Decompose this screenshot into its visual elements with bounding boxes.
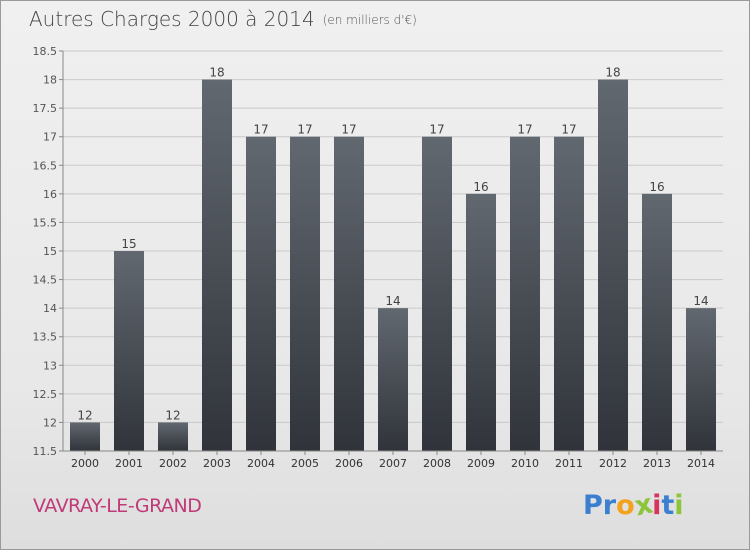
x-tick-label: 2009 — [467, 457, 495, 470]
x-tick-label: 2010 — [511, 457, 539, 470]
logo-letter: t — [661, 490, 675, 521]
data-label: 16 — [473, 180, 488, 194]
label-layer: 12 15 12 18 17 17 17 14 17 16 17 17 18 16 14 — [77, 66, 708, 423]
x-tick-label: 2002 — [159, 457, 187, 470]
y-tick-label: 18 — [43, 74, 57, 87]
x-tick-label: 2006 — [335, 457, 363, 470]
bar-layer — [70, 79, 716, 452]
chart-title: Autres Charges 2000 à 2014 (en milliers d… — [29, 7, 417, 31]
x-tick-label: 2005 — [291, 457, 319, 470]
axis-layer: 11.5 12 12.5 13 13.5 14 14.5 15 15.5 16 16.5 17 17.5… — [33, 45, 723, 470]
chart-unit: (en milliers d'€) — [322, 13, 417, 27]
y-tick-label: 13.5 — [33, 331, 58, 344]
x-tick-label: 2012 — [599, 457, 627, 470]
x-tick-label: 2000 — [71, 457, 99, 470]
y-tick-label: 16 — [43, 188, 57, 201]
bar — [334, 136, 364, 451]
bar — [378, 308, 408, 451]
bar — [422, 136, 452, 451]
x-tick-label: 2014 — [687, 457, 715, 470]
bar — [686, 308, 716, 451]
y-tick-label: 12.5 — [33, 388, 58, 401]
data-label: 18 — [209, 66, 224, 80]
logo-letter: P — [583, 490, 603, 521]
logo-letter: i — [652, 490, 662, 521]
bar — [510, 136, 540, 451]
x-tick-label: 2013 — [643, 457, 671, 470]
bar — [114, 251, 144, 451]
data-label: 18 — [605, 66, 620, 80]
data-label: 17 — [561, 123, 576, 137]
x-tick-label: 2008 — [423, 457, 451, 470]
y-tick-label: 12 — [43, 416, 57, 429]
x-tick-label: 2003 — [203, 457, 231, 470]
bar — [70, 422, 100, 451]
data-label: 12 — [77, 408, 92, 422]
data-label: 12 — [165, 408, 180, 422]
data-label: 17 — [253, 123, 268, 137]
y-tick-label: 17.5 — [33, 102, 58, 115]
data-label: 17 — [341, 123, 356, 137]
bar — [642, 193, 672, 451]
data-label: 14 — [693, 294, 708, 308]
x-tick-label: 2007 — [379, 457, 407, 470]
logo-letter: o — [616, 490, 635, 521]
y-tick-label: 14 — [43, 302, 57, 315]
y-tick-label: 15 — [43, 245, 57, 258]
data-label: 17 — [297, 123, 312, 137]
bar — [466, 193, 496, 451]
x-tick-label: 2001 — [115, 457, 143, 470]
y-tick-label: 14.5 — [33, 274, 58, 287]
bar — [246, 136, 276, 451]
data-label: 17 — [429, 123, 444, 137]
city-name: VAVRAY-LE-GRAND — [33, 495, 202, 517]
title-text: Autres Charges 2000 à 2014 — [29, 7, 315, 31]
data-label: 15 — [121, 237, 136, 251]
data-label: 17 — [517, 123, 532, 137]
y-tick-label: 16.5 — [33, 159, 58, 172]
y-tick-label: 18.5 — [33, 45, 58, 58]
y-tick-label: 11.5 — [33, 445, 58, 458]
data-label: 14 — [385, 294, 400, 308]
bar — [554, 136, 584, 451]
y-tick-label: 17 — [43, 131, 57, 144]
logo-letter: i — [674, 490, 684, 521]
logo-letter: r — [602, 490, 617, 521]
proxiti-logo: Proxiti — [583, 489, 684, 523]
x-tick-label: 2011 — [555, 457, 583, 470]
y-tick-label: 13 — [43, 359, 57, 372]
x-tick-label: 2004 — [247, 457, 275, 470]
bar — [290, 136, 320, 451]
data-label: 16 — [649, 180, 664, 194]
bar — [158, 422, 188, 451]
bar — [598, 79, 628, 452]
y-tick-label: 15.5 — [33, 216, 58, 229]
bar — [202, 79, 232, 452]
